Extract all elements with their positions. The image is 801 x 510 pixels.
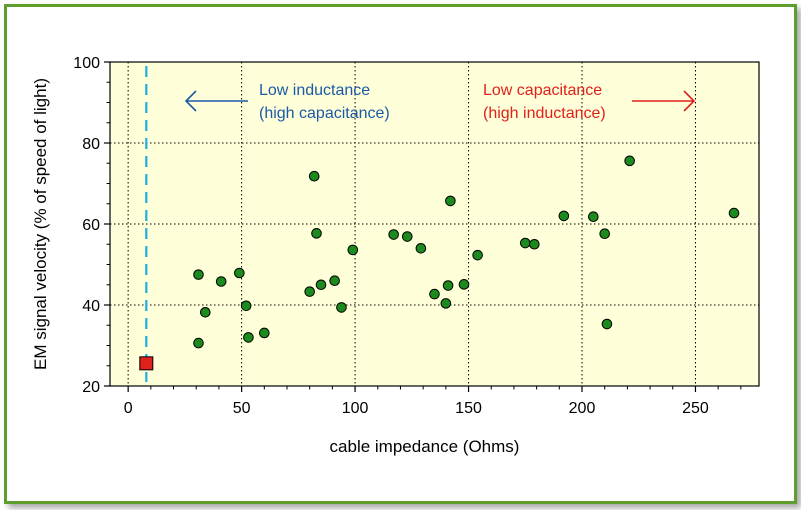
data-point-22 <box>458 279 470 290</box>
data-point-20 <box>442 280 454 291</box>
data-point-29 <box>601 318 613 330</box>
left-arrow-icon <box>184 90 248 112</box>
data-point-1 <box>193 337 204 349</box>
x-tick-label-150: 150 <box>455 400 482 417</box>
y-tick-label-20: 20 <box>82 379 100 396</box>
x-tick-label-0: 0 <box>124 400 133 417</box>
data-point-10 <box>311 228 322 239</box>
data-point-30 <box>624 155 635 167</box>
data-point-23 <box>472 249 483 261</box>
data-point-14 <box>347 244 359 256</box>
data-point-2 <box>200 306 211 318</box>
data-points <box>193 155 740 349</box>
y-tick-label-100: 100 <box>73 55 100 72</box>
annotation-low-capacitance-line-2: (high inductance) <box>483 105 606 122</box>
data-point-9 <box>308 170 320 182</box>
data-point-13 <box>336 302 347 313</box>
data-point-31 <box>728 207 740 219</box>
annotation-low-inductance-line-1: Low inductance <box>259 82 370 99</box>
right-arrow-icon <box>632 90 696 112</box>
reference-marker <box>139 356 154 371</box>
y-axis-title: EM signal velocity (% of speed of light) <box>31 78 50 370</box>
data-point-18 <box>429 288 440 300</box>
annotation-low-capacitance-line-1: Low capacitance <box>483 82 602 99</box>
data-point-7 <box>259 327 270 339</box>
data-point-5 <box>240 300 252 312</box>
y-tick-label-60: 60 <box>82 217 100 234</box>
x-tick-label-100: 100 <box>342 400 369 417</box>
data-point-21 <box>445 195 456 207</box>
axis-ticks: 0 50 100 150 200 250 20 40 60 80 100 <box>73 55 742 417</box>
data-point-6 <box>243 332 254 343</box>
y-tick-label-80: 80 <box>82 136 100 153</box>
data-point-8 <box>304 286 315 297</box>
x-axis-title: cable impedance (Ohms) <box>330 437 520 456</box>
data-point-15 <box>388 229 399 240</box>
x-tick-label-200: 200 <box>569 400 596 417</box>
data-point-16 <box>401 231 413 242</box>
data-point-12 <box>329 275 340 287</box>
data-point-19 <box>440 298 452 309</box>
data-point-11 <box>315 279 327 291</box>
annotation-low-inductance: Low inductance (high capacitance) <box>259 82 390 122</box>
data-point-3 <box>215 276 227 287</box>
data-point-25 <box>529 238 540 250</box>
data-point-27 <box>588 211 599 223</box>
annotation-low-capacitance: Low capacitance (high inductance) <box>483 82 606 122</box>
data-point-24 <box>519 237 531 249</box>
data-point-17 <box>415 243 427 254</box>
x-tick-label-250: 250 <box>682 400 709 417</box>
data-point-0 <box>193 269 204 280</box>
data-point-4 <box>234 267 245 279</box>
annotation-low-inductance-line-2: (high capacitance) <box>259 105 390 122</box>
data-point-28 <box>599 228 610 240</box>
y-tick-label-40: 40 <box>82 298 100 315</box>
x-tick-label-50: 50 <box>233 400 251 417</box>
reference-group <box>139 66 154 382</box>
data-point-26 <box>558 210 570 222</box>
